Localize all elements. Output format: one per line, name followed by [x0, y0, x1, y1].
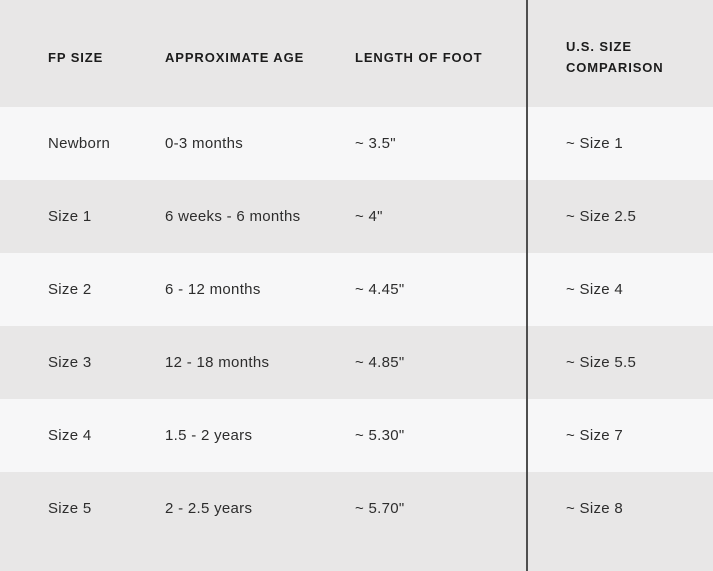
header-us-size-comparison: U.S. SIZE COMPARISON [566, 39, 664, 75]
header-length-of-foot: LENGTH OF FOOT [355, 49, 483, 65]
cell-foot-length: ~ 3.5" [355, 135, 396, 152]
cell-age: 6 weeks - 6 months [165, 208, 301, 225]
table-row: Newborn 0-3 months ~ 3.5" ~ Size 1 [0, 107, 713, 180]
header-approximate-age: APPROXIMATE AGE [165, 49, 305, 65]
cell-age: 12 - 18 months [165, 354, 270, 371]
cell-fp-size: Size 1 [48, 208, 92, 225]
cell-us-size: ~ Size 8 [566, 500, 624, 517]
cell-foot-length: ~ 5.70" [355, 500, 405, 517]
cell-us-size: ~ Size 1 [566, 135, 624, 152]
cell-us-size: ~ Size 7 [566, 427, 624, 444]
table-row: Size 4 1.5 - 2 years ~ 5.30" ~ Size 7 [0, 399, 713, 472]
column-divider-line [526, 0, 528, 571]
cell-fp-size: Newborn [48, 135, 111, 152]
table-row: Size 3 12 - 18 months ~ 4.85" ~ Size 5.5 [0, 326, 713, 399]
table-row: Size 1 6 weeks - 6 months ~ 4" ~ Size 2.… [0, 180, 713, 253]
cell-foot-length: ~ 4.45" [355, 281, 405, 298]
cell-age: 0-3 months [165, 135, 244, 152]
cell-us-size: ~ Size 4 [566, 281, 624, 298]
cell-us-size: ~ Size 2.5 [566, 208, 637, 225]
cell-foot-length: ~ 4" [355, 208, 383, 225]
cell-age: 2 - 2.5 years [165, 500, 253, 517]
header-fp-size: FP SIZE [48, 49, 104, 65]
cell-foot-length: ~ 5.30" [355, 427, 405, 444]
table-header-row: FP SIZE APPROXIMATE AGE LENGTH OF FOOT U… [0, 0, 713, 107]
table-row: Size 5 2 - 2.5 years ~ 5.70" ~ Size 8 [0, 472, 713, 545]
cell-fp-size: Size 2 [48, 281, 92, 298]
cell-age: 6 - 12 months [165, 281, 261, 298]
table-row: Size 2 6 - 12 months ~ 4.45" ~ Size 4 [0, 253, 713, 326]
cell-age: 1.5 - 2 years [165, 427, 253, 444]
cell-fp-size: Size 5 [48, 500, 92, 517]
cell-fp-size: Size 3 [48, 354, 92, 371]
cell-fp-size: Size 4 [48, 427, 92, 444]
cell-foot-length: ~ 4.85" [355, 354, 405, 371]
cell-us-size: ~ Size 5.5 [566, 354, 637, 371]
